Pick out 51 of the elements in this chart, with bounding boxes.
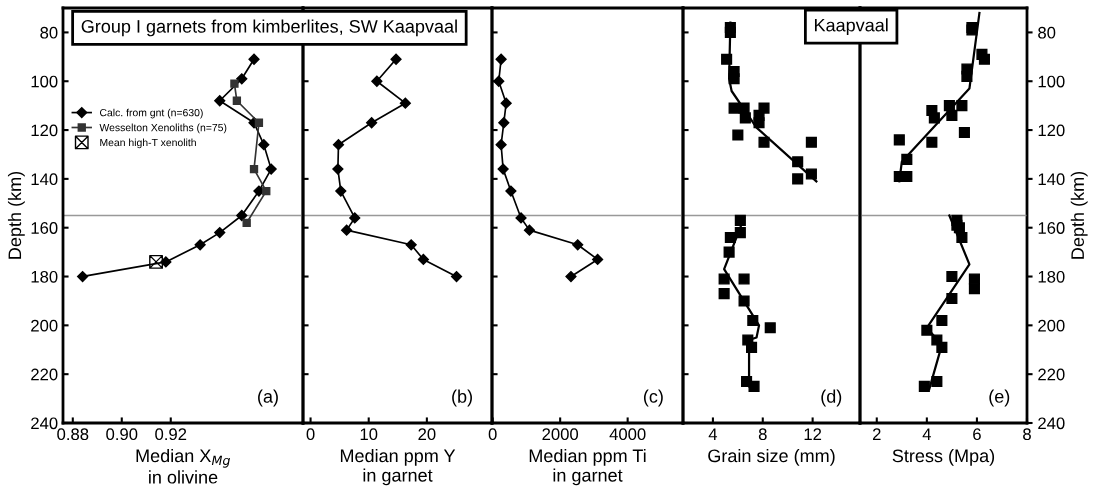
y2-tick-label: 160 bbox=[1038, 222, 1065, 234]
x-tick-label: 4000 bbox=[609, 428, 646, 441]
x-tick-label: 4 bbox=[708, 428, 718, 440]
legend-label: Mean high-T xenolith bbox=[100, 138, 196, 149]
y-tick-label: 100 bbox=[31, 75, 58, 88]
text: Kaapvaal bbox=[814, 18, 888, 36]
x-tick-label: 4 bbox=[922, 428, 931, 440]
annotation: (c) bbox=[643, 389, 663, 407]
x-tick-label: 10 bbox=[360, 428, 378, 441]
y-tick-label: 140 bbox=[31, 173, 58, 186]
x-axis-title: Median ppm Y in garnet bbox=[340, 448, 456, 486]
text: Group I garnets from kimberlites, SW Kaapvaal bbox=[81, 19, 457, 37]
y2-tick-label: 240 bbox=[1038, 417, 1065, 430]
x-tick-label: 20 bbox=[418, 428, 436, 441]
y-tick-label: 220 bbox=[31, 368, 58, 381]
x-tick-label: 0.92 bbox=[155, 428, 187, 441]
y2-tick-label: 220 bbox=[1038, 368, 1065, 381]
x-tick-label: 6 bbox=[973, 428, 981, 441]
y-tick-label: 200 bbox=[31, 319, 58, 332]
x-axis-title: Median ppm Ti in garnet bbox=[529, 448, 646, 486]
annotation: (b) bbox=[452, 389, 472, 407]
x-axis-title: Stress (Mpa) bbox=[892, 448, 995, 466]
x-axis-title: Median X$_{Mg}$ in olivine bbox=[136, 448, 230, 484]
x-tick-label: 0 bbox=[488, 428, 497, 441]
x-tick-label: 0.88 bbox=[57, 428, 89, 441]
y-tick-label: 180 bbox=[31, 270, 58, 283]
x-tick-label: 0.90 bbox=[106, 428, 138, 441]
x-tick-label: 2000 bbox=[542, 428, 579, 441]
y-tick-label: 120 bbox=[31, 124, 58, 137]
x-tick-label: 2 bbox=[872, 428, 881, 440]
x-tick-label: 12 bbox=[804, 428, 822, 440]
x-tick-label: 8 bbox=[758, 428, 767, 441]
y2-tick-label: 80 bbox=[1038, 26, 1056, 39]
y-tick-label: 160 bbox=[31, 222, 58, 234]
y2-tick-label: 200 bbox=[1038, 319, 1065, 332]
x-axis-title: Grain size (mm) bbox=[708, 448, 835, 466]
y-tick-label: 240 bbox=[31, 417, 58, 430]
annotation: (a) bbox=[258, 389, 278, 407]
annotation: (e) bbox=[989, 389, 1010, 407]
legend-label: Calc. from gnt (n=630) bbox=[99, 108, 203, 119]
legend-label: Wesselton Xenoliths (n=75) bbox=[99, 123, 227, 134]
y2-axis-title: Depth (km) bbox=[1070, 171, 1088, 259]
y2-tick-label: 120 bbox=[1038, 124, 1065, 137]
y-axis-title: Depth (km) bbox=[7, 171, 25, 259]
annotation: (d) bbox=[821, 389, 842, 407]
y2-tick-label: 180 bbox=[1038, 270, 1065, 283]
x-tick-label: 8 bbox=[1023, 428, 1031, 441]
y2-tick-label: 140 bbox=[1038, 173, 1065, 186]
y-tick-label: 80 bbox=[40, 26, 58, 39]
x-tick-label: 0 bbox=[306, 428, 315, 441]
y2-tick-label: 100 bbox=[1038, 75, 1065, 88]
